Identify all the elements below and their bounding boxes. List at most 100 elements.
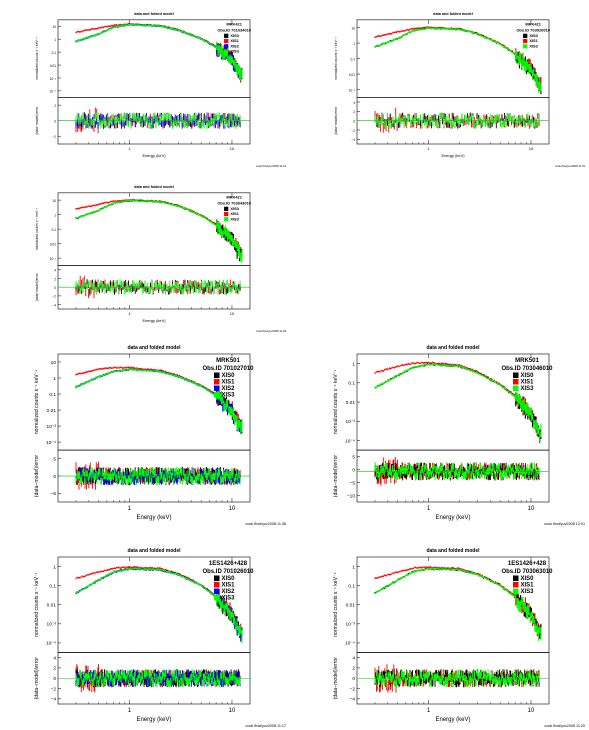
- y-tick-label: 1: [54, 38, 56, 42]
- legend-swatch-xis1: [513, 379, 519, 385]
- residual-y-tick-label: 4: [53, 655, 56, 661]
- data-points: [75, 23, 243, 134]
- residual-y-tick-label: −2: [350, 686, 356, 692]
- y-tick-label: 0.01: [47, 408, 57, 414]
- legend-swatch-xis0: [224, 33, 229, 38]
- legend-swatch-xis3: [214, 392, 220, 398]
- legend-label-xis2: XIS2: [222, 589, 236, 595]
- residual-y-tick-label: −2: [52, 135, 56, 139]
- legend-swatch-xis3: [513, 385, 519, 391]
- panel-3: data and folded model 10 1 0.1 0.01 10⁻³ 4 2 0 −2…: [35, 185, 286, 333]
- x-tick-label: 10: [529, 146, 534, 151]
- y-tick-label: 10: [52, 25, 56, 29]
- x-axis-label: Energy (keV): [142, 153, 166, 158]
- data-points: [75, 366, 243, 490]
- legend-swatch-xis0: [224, 206, 229, 211]
- x-tick-label: 1: [427, 146, 429, 151]
- residual-y-tick-label: 5: [352, 454, 355, 460]
- model-line: [374, 363, 542, 434]
- x-tick-label: 1: [128, 311, 130, 316]
- legend-swatch-xis3: [513, 588, 519, 594]
- y-tick-label: 0.1: [348, 583, 355, 589]
- x-axis-label: Energy (keV): [136, 515, 171, 521]
- plot-title: data and folded model: [127, 345, 181, 351]
- y-tick-label: 10⁻³: [47, 424, 57, 430]
- residual-y-tick-label: −2: [351, 129, 355, 133]
- y-tick-label: 0.1: [348, 381, 355, 387]
- y-tick-label: 0.01: [346, 400, 356, 406]
- residual-y-tick-label: 0: [54, 286, 56, 290]
- source-name: MRK501: [216, 358, 240, 364]
- footer-stamp: cook fhwt/yuv2008 11:38: [245, 522, 286, 526]
- residual-y-tick-label: 0: [353, 119, 355, 123]
- x-tick-label: 10: [528, 506, 535, 512]
- residual-y-tick-label: 4: [353, 101, 355, 105]
- residual-y-tick-label: 0: [352, 676, 355, 682]
- residual-y-tick-label: 2: [352, 666, 355, 672]
- model-line: [75, 200, 243, 255]
- y-tick-label: 0.1: [52, 228, 57, 232]
- y-tick-label: 10: [51, 360, 57, 366]
- legend-label-xis1: XIS1: [222, 380, 236, 386]
- observation-id: Obs.ID 703046010: [501, 366, 553, 372]
- residuals-xis3: [75, 467, 241, 486]
- x-tick-label: 10: [229, 506, 236, 512]
- footer-stamp: cook fhwt/yuv2008 11:20: [544, 724, 585, 728]
- y-tick-label: 10⁻⁴: [345, 641, 355, 647]
- plot-title: data and folded model: [127, 548, 181, 554]
- source-name: 1ES1426+428: [209, 561, 248, 567]
- residual-y-tick-label: −4: [351, 138, 355, 142]
- y-axis-label: normalized counts s⁻¹ keV⁻¹: [334, 37, 338, 80]
- x-tick-label: 1: [128, 506, 132, 512]
- residual-y-axis-label: (data−model)/error: [333, 657, 339, 700]
- legend-label-xis3: XIS3: [529, 43, 538, 48]
- legend-swatch-xis0: [513, 575, 519, 581]
- legend-swatch-xis1: [513, 582, 519, 588]
- data-points: [75, 566, 243, 693]
- y-tick-label: 10: [52, 199, 56, 203]
- footer-stamp: cook fhwt/yuv2008 11:01: [256, 164, 287, 168]
- y-tick-label: 10⁻⁴: [49, 90, 56, 94]
- legend-swatch-xis0: [214, 575, 220, 581]
- source-name: MRK421: [226, 22, 242, 27]
- legend-label-xis1: XIS1: [230, 211, 239, 216]
- source-name: MRK421: [226, 195, 242, 200]
- legend-label-xis0: XIS0: [521, 373, 535, 379]
- x-tick-label: 10: [528, 708, 535, 714]
- residuals-xis3: [75, 669, 241, 688]
- legend-label-xis2: XIS2: [222, 386, 236, 392]
- residual-y-tick-label: −5: [51, 491, 57, 497]
- legend-label-xis0: XIS0: [230, 33, 239, 38]
- y-tick-label: 10⁻³: [346, 622, 356, 628]
- y-tick-label: 1: [54, 213, 56, 217]
- data-points: [374, 566, 542, 693]
- legend-label-xis3: XIS3: [222, 596, 236, 602]
- panel-4: data and folded model1010.10.0110⁻³10⁻⁴5…: [34, 345, 286, 526]
- spectrum-xis0: [75, 368, 243, 434]
- residual-y-axis-label: (data−model)/error: [35, 106, 39, 135]
- legend-label-xis0: XIS0: [222, 576, 236, 582]
- y-tick-label: 0.01: [47, 603, 57, 609]
- y-axis-label: normalized counts s⁻¹ keV⁻¹: [34, 370, 40, 435]
- source-name: MRK501: [515, 358, 539, 364]
- y-axis-label: normalized counts s⁻¹ keV⁻¹: [333, 370, 339, 435]
- observation-id: Obs.ID 701034010: [217, 28, 251, 33]
- x-axis-label: Energy (keV): [136, 717, 171, 723]
- residual-y-tick-label: −2: [51, 686, 57, 692]
- legend-swatch-xis3: [224, 217, 229, 222]
- y-tick-label: 10⁻³: [47, 622, 57, 628]
- plot-title: data and folded model: [134, 12, 174, 16]
- y-tick-label: 10⁻³: [50, 77, 56, 81]
- legend-swatch-xis0: [513, 372, 519, 378]
- x-tick-label: 1: [128, 146, 130, 151]
- legend-label-xis2: XIS2: [230, 43, 239, 48]
- observation-id: Obs.ID 703043010: [217, 201, 251, 206]
- panel-7: data and folded model 1 0.1 0.01 10⁻³ 10⁻⁴ 4 2 0…: [333, 548, 585, 728]
- residual-y-tick-label: 0: [53, 474, 56, 480]
- y-tick-label: 0.01: [346, 603, 356, 609]
- y-tick-label: 0.1: [49, 392, 56, 398]
- residual-y-tick-label: −10: [347, 493, 355, 499]
- y-axis-label: normalized counts s⁻¹ keV⁻¹: [333, 572, 339, 637]
- y-tick-label: 0.1: [351, 57, 356, 61]
